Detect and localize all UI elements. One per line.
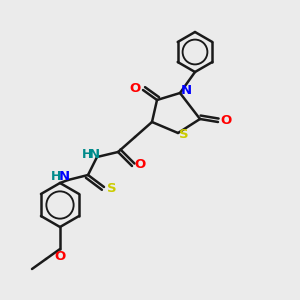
Text: N: N: [58, 170, 70, 184]
Text: O: O: [220, 115, 232, 128]
Text: S: S: [107, 182, 117, 194]
Text: N: N: [180, 83, 192, 97]
Text: H: H: [82, 148, 92, 160]
Text: O: O: [129, 82, 141, 95]
Text: O: O: [134, 158, 146, 172]
Text: N: N: [88, 148, 100, 160]
Text: H: H: [51, 170, 61, 184]
Text: S: S: [179, 128, 189, 142]
Text: O: O: [54, 250, 66, 262]
